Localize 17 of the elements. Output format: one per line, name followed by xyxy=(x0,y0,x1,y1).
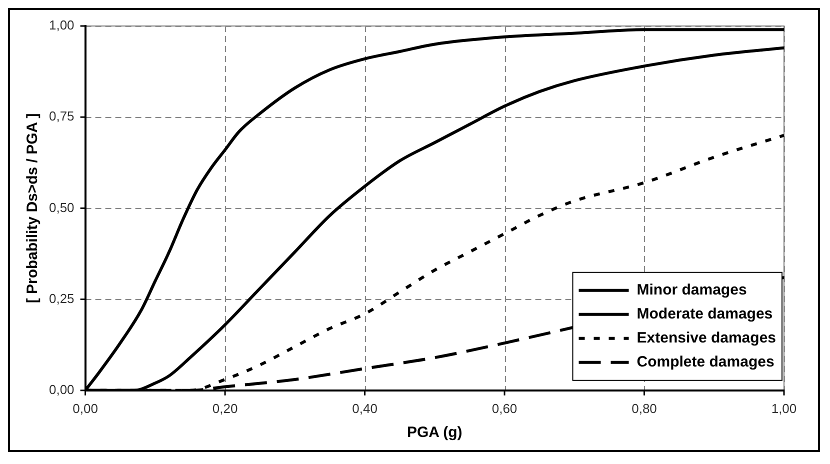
legend-label: Moderate damages xyxy=(636,306,773,323)
y-axis-title: [ Probability Ds>ds / PGA ] xyxy=(24,113,42,304)
y-tick-label: 0,25 xyxy=(48,290,74,306)
y-tick-label: 0,75 xyxy=(48,108,74,124)
legend-label: Complete damages xyxy=(636,354,774,371)
y-tick-label: 1,00 xyxy=(48,18,74,33)
x-tick-label: 1,00 xyxy=(771,400,797,416)
y-tick-label: 0,00 xyxy=(48,382,74,397)
x-tick-label: 0,40 xyxy=(352,400,378,416)
x-tick-label: 0,20 xyxy=(212,400,238,416)
x-axis-title: PGA (g) xyxy=(407,424,462,442)
x-tick-label: 0,60 xyxy=(492,400,518,416)
x-tick-label: 0,00 xyxy=(72,400,98,416)
x-tick-label: 0,80 xyxy=(632,400,657,416)
y-tick-label: 0,50 xyxy=(48,200,74,215)
legend-label: Minor damages xyxy=(636,282,747,299)
legend-label: Extensive damages xyxy=(636,330,776,347)
